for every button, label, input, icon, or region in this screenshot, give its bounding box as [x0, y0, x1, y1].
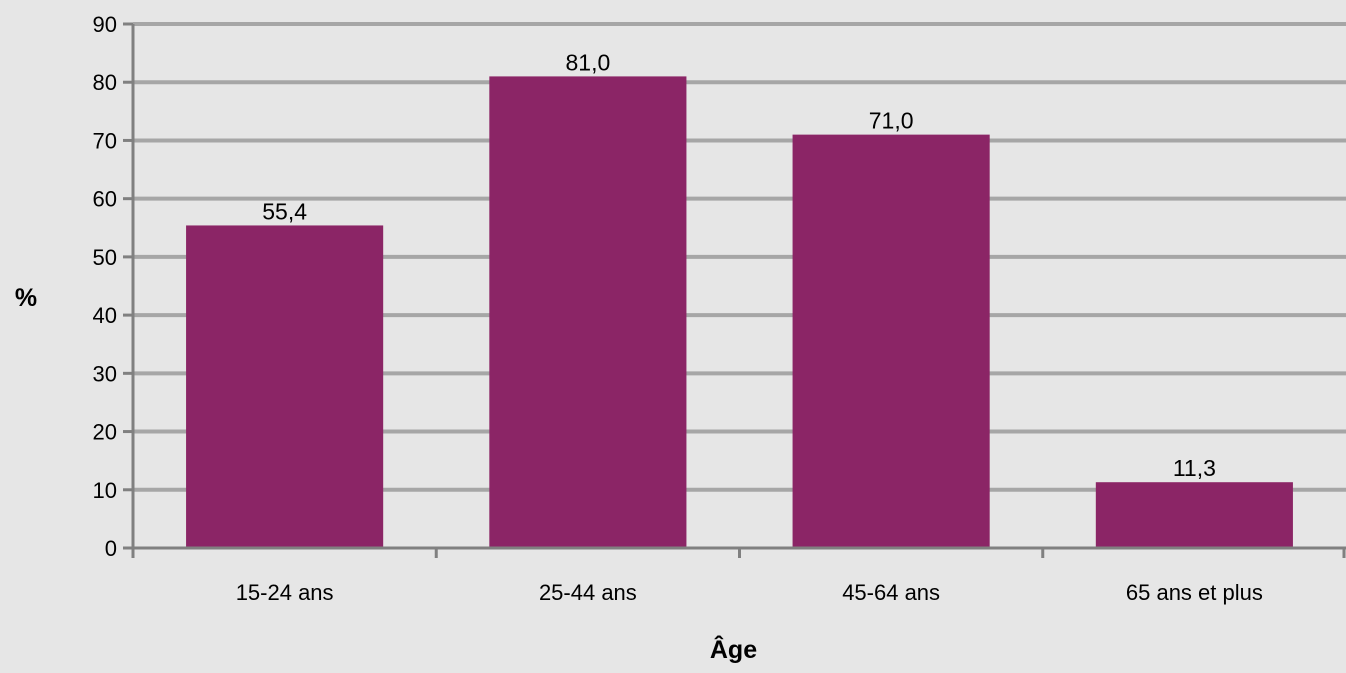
y-tick-label: 50 — [93, 245, 117, 270]
x-axis-title: Âge — [710, 634, 757, 664]
bar — [186, 225, 384, 548]
bars — [186, 76, 1293, 549]
x-tick-label: 45-64 ans — [842, 580, 940, 605]
y-tick-label: 40 — [93, 303, 117, 328]
labels: 0 10 20 30 40 50 60 70 80 90 55,4 15-24 ans 81,0 25-4… — [93, 12, 1263, 605]
y-tick-label: 20 — [93, 420, 117, 445]
x-tick-label: 25-44 ans — [539, 580, 637, 605]
x-tick-label: 15-24 ans — [236, 580, 334, 605]
data-label: 55,4 — [262, 198, 307, 224]
bar — [489, 76, 687, 549]
y-tick-label: 10 — [93, 478, 117, 503]
data-label: 11,3 — [1173, 455, 1216, 481]
axes — [123, 22, 1346, 558]
y-tick-label: 70 — [93, 128, 117, 153]
y-axis-title: % — [15, 284, 37, 312]
y-tick-label: 0 — [105, 536, 117, 561]
y-tick-label: 80 — [93, 70, 117, 95]
data-label: 81,0 — [565, 49, 610, 75]
bar — [792, 134, 990, 548]
data-label: 71,0 — [869, 108, 914, 134]
y-tick-label: 60 — [93, 187, 117, 212]
y-tick-label: 90 — [93, 12, 117, 37]
x-tick-label: 65 ans et plus — [1126, 580, 1263, 605]
y-tick-label: 30 — [93, 361, 117, 386]
bar — [1095, 482, 1293, 548]
